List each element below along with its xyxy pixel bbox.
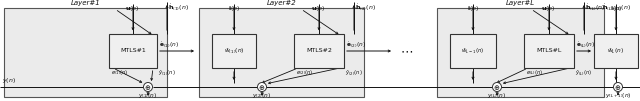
Text: $\dot{\mathbf{e}}_{(1)}(n)$: $\dot{\mathbf{e}}_{(1)}(n)$ bbox=[159, 40, 179, 49]
Text: $\mathbf{i}(n)$: $\mathbf{i}(n)$ bbox=[228, 4, 240, 13]
Text: $\oplus$: $\oplus$ bbox=[259, 83, 266, 92]
Text: $\oplus$: $\oplus$ bbox=[493, 83, 500, 92]
Text: $y_{(L+1)}(n)$: $y_{(L+1)}(n)$ bbox=[605, 91, 632, 99]
Bar bbox=[294, 34, 344, 68]
Text: $\hat{y}_{(1)}(n)$: $\hat{y}_{(1)}(n)$ bbox=[158, 69, 175, 78]
Text: $\hat{y}_{(L)}(n)$: $\hat{y}_{(L)}(n)$ bbox=[575, 69, 593, 78]
Text: $\dot{\mathbf{e}}_{(L)}(n)$: $\dot{\mathbf{e}}_{(L)}(n)$ bbox=[576, 40, 595, 49]
Text: Layer#L: Layer#L bbox=[506, 1, 535, 6]
Text: $\dot{\mathbf{h}}_{(2)}(n)$: $\dot{\mathbf{h}}_{(2)}(n)$ bbox=[355, 2, 376, 12]
Text: $\oplus$: $\oplus$ bbox=[145, 83, 152, 92]
Text: $y(n)$: $y(n)$ bbox=[2, 76, 16, 85]
Text: $\hat{w}_{L-1}(n)$: $\hat{w}_{L-1}(n)$ bbox=[461, 46, 484, 56]
Text: $\oplus$: $\oplus$ bbox=[614, 83, 621, 92]
Text: $\hat{w}_{L}(n)$: $\hat{w}_{L}(n)$ bbox=[607, 46, 625, 56]
Text: $\hat{w}_{(1)}(n)$: $\hat{w}_{(1)}(n)$ bbox=[223, 46, 244, 56]
Text: $\hat{y}_{(2)}(n)$: $\hat{y}_{(2)}(n)$ bbox=[345, 69, 363, 78]
Text: $\mathbf{u}(n)$: $\mathbf{u}(n)$ bbox=[541, 4, 556, 13]
Text: $\mathbf{i}(n)$: $\mathbf{i}(n)$ bbox=[467, 4, 479, 13]
Text: Layer#1: Layer#1 bbox=[70, 1, 100, 6]
Text: $\dot{\mathbf{h}}_{(L+1)}(n)$: $\dot{\mathbf{h}}_{(L+1)}(n)$ bbox=[602, 2, 630, 12]
Text: $\cdots$: $\cdots$ bbox=[401, 45, 413, 57]
Circle shape bbox=[493, 83, 502, 92]
Text: $e_{(L)}(n)$: $e_{(L)}(n)$ bbox=[526, 69, 543, 77]
Text: $\dot{\mathbf{h}}_{(L)}(n)$: $\dot{\mathbf{h}}_{(L)}(n)$ bbox=[585, 2, 605, 12]
Text: $\mathbf{i}(n)$: $\mathbf{i}(n)$ bbox=[610, 4, 622, 13]
Text: Layer#2: Layer#2 bbox=[267, 1, 296, 6]
Text: $\dot{\mathbf{h}}_{(1)}(n)$: $\dot{\mathbf{h}}_{(1)}(n)$ bbox=[168, 2, 189, 12]
Bar bbox=[450, 34, 496, 68]
Text: $\dot{\mathbf{e}}_{(2)}(n)$: $\dot{\mathbf{e}}_{(2)}(n)$ bbox=[346, 40, 366, 49]
Bar bbox=[437, 8, 604, 97]
Text: MTLS#2: MTLS#2 bbox=[306, 48, 332, 54]
Bar bbox=[4, 8, 167, 97]
Bar bbox=[212, 34, 256, 68]
Text: MTLS#1: MTLS#1 bbox=[120, 48, 146, 54]
Bar bbox=[594, 34, 638, 68]
Text: $y_{(1)}(n)$: $y_{(1)}(n)$ bbox=[138, 91, 157, 99]
Text: $\mathbf{u}(n)$: $\mathbf{u}(n)$ bbox=[310, 4, 325, 13]
Text: $e_{(1)}(n)$: $e_{(1)}(n)$ bbox=[111, 69, 129, 77]
Circle shape bbox=[614, 83, 623, 92]
Circle shape bbox=[143, 83, 152, 92]
Bar bbox=[109, 34, 157, 68]
Text: MTLS#L: MTLS#L bbox=[536, 48, 562, 54]
Text: $e_{(2)}(n)$: $e_{(2)}(n)$ bbox=[296, 69, 314, 77]
Text: $\mathbf{u}(n)$: $\mathbf{u}(n)$ bbox=[125, 4, 140, 13]
Circle shape bbox=[257, 83, 266, 92]
Text: $y_{(2)}(n)$: $y_{(2)}(n)$ bbox=[252, 91, 272, 99]
Bar bbox=[524, 34, 574, 68]
Text: $y_{(L)}(n)$: $y_{(L)}(n)$ bbox=[488, 91, 506, 99]
Bar bbox=[199, 8, 364, 97]
